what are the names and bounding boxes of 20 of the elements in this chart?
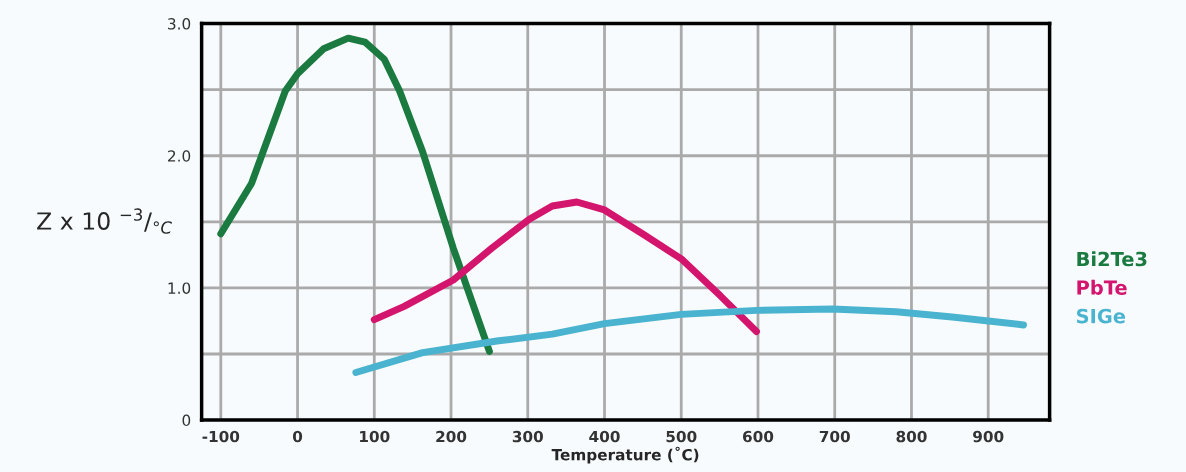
y-tick-label: 2.0 — [168, 150, 191, 162]
x-tick-label: 600 — [743, 430, 774, 443]
x-tick-label: -100 — [202, 430, 240, 443]
text: Bi2Te3 — [1077, 251, 1147, 267]
text: PbTe — [1077, 279, 1127, 295]
x-tick-label: 300 — [512, 430, 543, 443]
y-axis-title: Z x 10 $^{−3}$/$_{°C}$ — [37, 208, 172, 234]
x-tick-label: 200 — [436, 430, 467, 443]
x-tick-label: 800 — [896, 430, 927, 443]
text: SIGe — [1076, 308, 1126, 324]
x-tick-label: 900 — [973, 430, 1004, 443]
y-tick-label: 0 — [182, 414, 191, 427]
x-tick-label: 0 — [292, 430, 303, 443]
y-tick-label: 3.0 — [168, 18, 191, 30]
x-tick-label: 100 — [360, 430, 390, 443]
x-tick-label: 400 — [589, 430, 620, 443]
x-axis-title: Temperature (˚C) — [551, 446, 699, 464]
x-tick-label: 500 — [666, 430, 697, 443]
y-tick-label: 1.0 — [168, 282, 191, 294]
x-tick-label: 700 — [819, 430, 850, 443]
